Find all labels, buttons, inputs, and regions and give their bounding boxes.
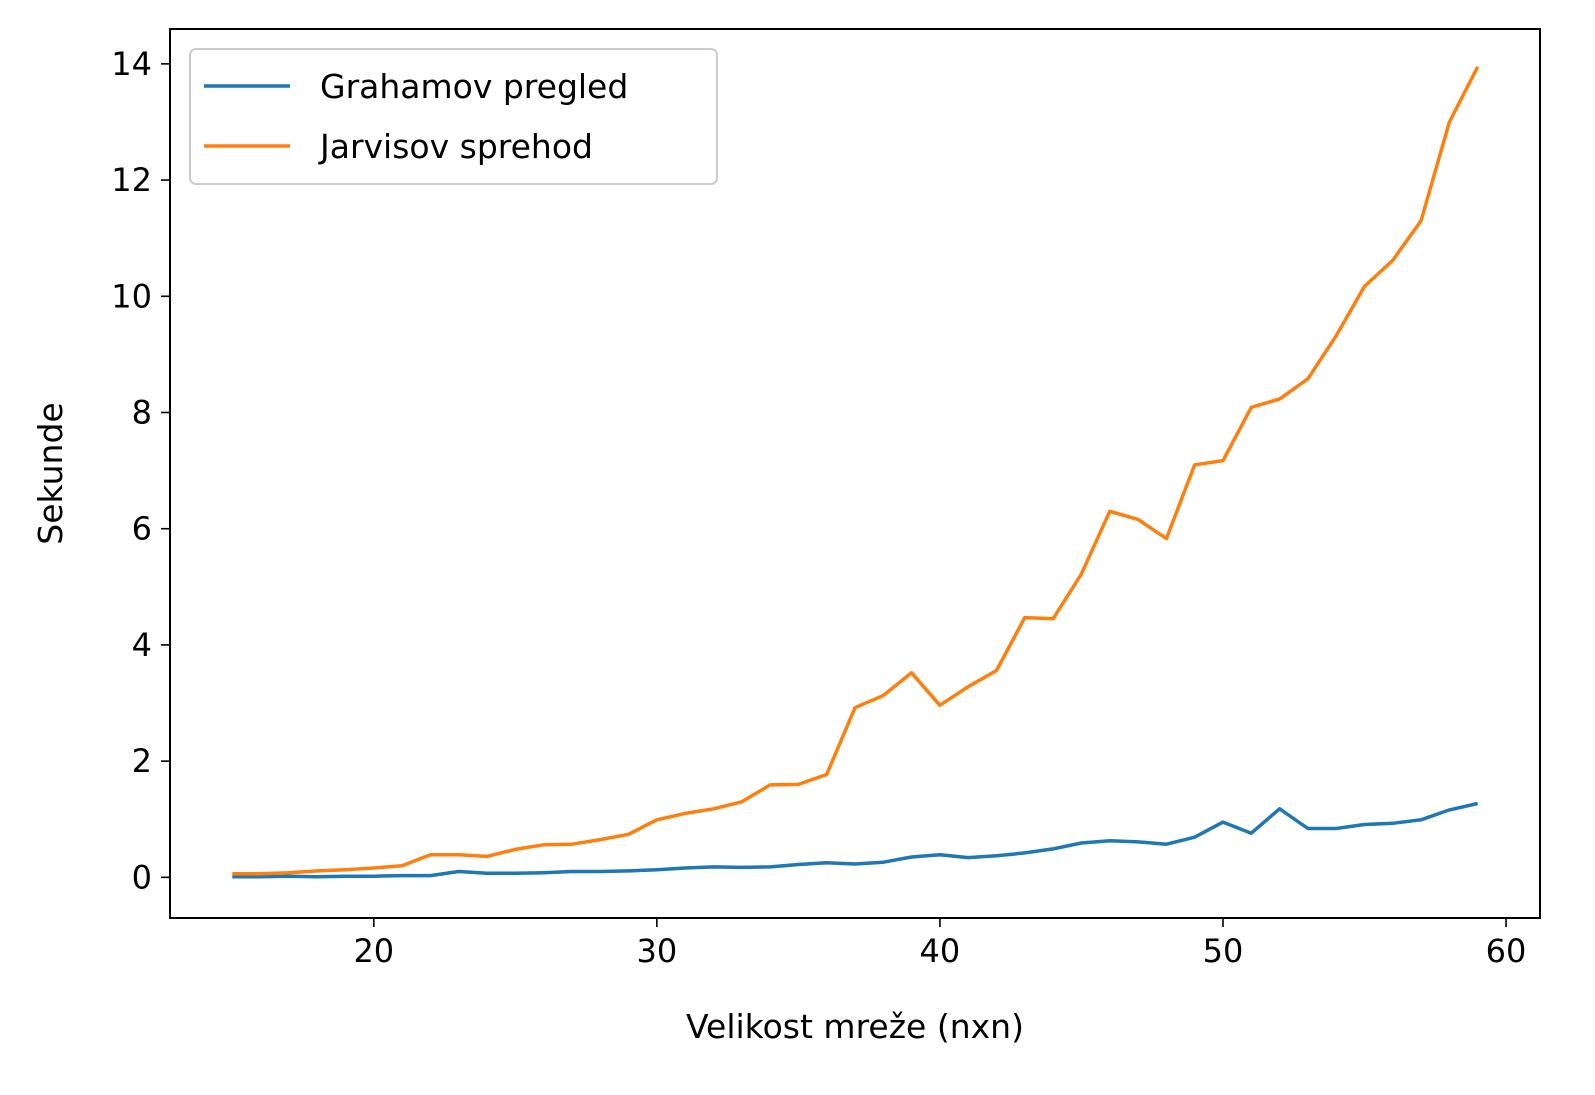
series-line-2 [232,66,1480,876]
legend-label-2: Jarvisov sprehod [318,127,593,166]
y-tick-label: 14 [111,45,152,83]
y-axis-label: Sekunde [31,402,70,544]
y-tick-label: 10 [111,277,152,315]
legend-box [189,48,718,185]
y-tick-label: 6 [132,510,152,548]
x-tick-label: 60 [1486,932,1527,970]
legend: Grahamov pregled Jarvisov sprehod [189,48,718,185]
y-tick-label: 2 [132,742,152,780]
x-axis-label: Velikost mreže (nxn) [686,1007,1024,1046]
y-tick-label: 12 [111,161,152,199]
x-tick-label: 40 [920,932,961,970]
x-tick-label: 30 [637,932,678,970]
y-axis-ticks: 0 2 4 6 8 10 12 14 [111,45,170,896]
y-tick-label: 8 [132,393,152,431]
plot-frame [169,28,1541,919]
y-tick-label: 4 [132,626,152,664]
x-tick-label: 20 [353,932,394,970]
series-line-1 [232,801,1479,879]
series-layer [232,66,1480,879]
y-tick-label: 0 [132,858,152,896]
x-tick-label: 50 [1203,932,1244,970]
x-axis-ticks: 20 30 40 50 60 [353,918,1526,970]
legend-label-1: Grahamov pregled [320,67,628,106]
